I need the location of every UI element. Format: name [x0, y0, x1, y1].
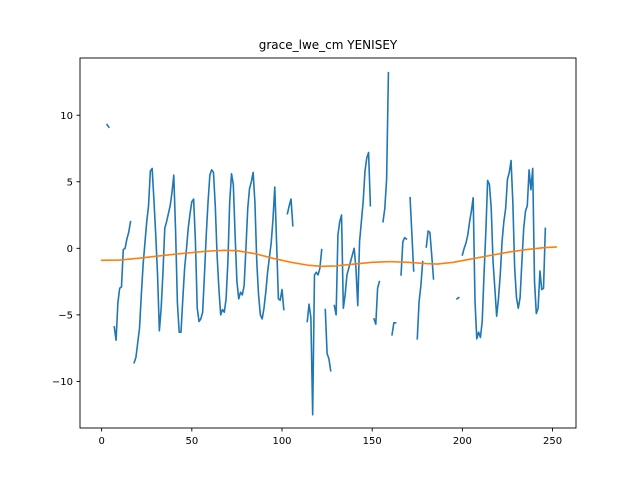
- series-layer: [100, 71, 558, 416]
- y-tick-label: 0: [67, 244, 73, 255]
- axes-frame: [79, 57, 577, 429]
- y-tick-label: 10: [60, 111, 73, 122]
- series-line-1: [105, 71, 547, 416]
- y-tick-label: −10: [52, 377, 73, 388]
- y-tick-label: −5: [58, 310, 73, 321]
- y-tick-label: 5: [67, 177, 73, 188]
- chart-title: grace_lwe_cm YENISEY: [259, 38, 398, 52]
- x-tick-label: 150: [363, 436, 382, 447]
- x-tick-label: 200: [453, 436, 472, 447]
- x-tick-label: 250: [543, 436, 562, 447]
- axes-layer: 0 50 100 150 200 250 −10 −5 0 5 10: [52, 57, 577, 447]
- x-tick-label: 50: [185, 436, 198, 447]
- series-line-2: [100, 246, 558, 268]
- x-tick-label: 100: [272, 436, 291, 447]
- x-tick-label: 0: [98, 436, 104, 447]
